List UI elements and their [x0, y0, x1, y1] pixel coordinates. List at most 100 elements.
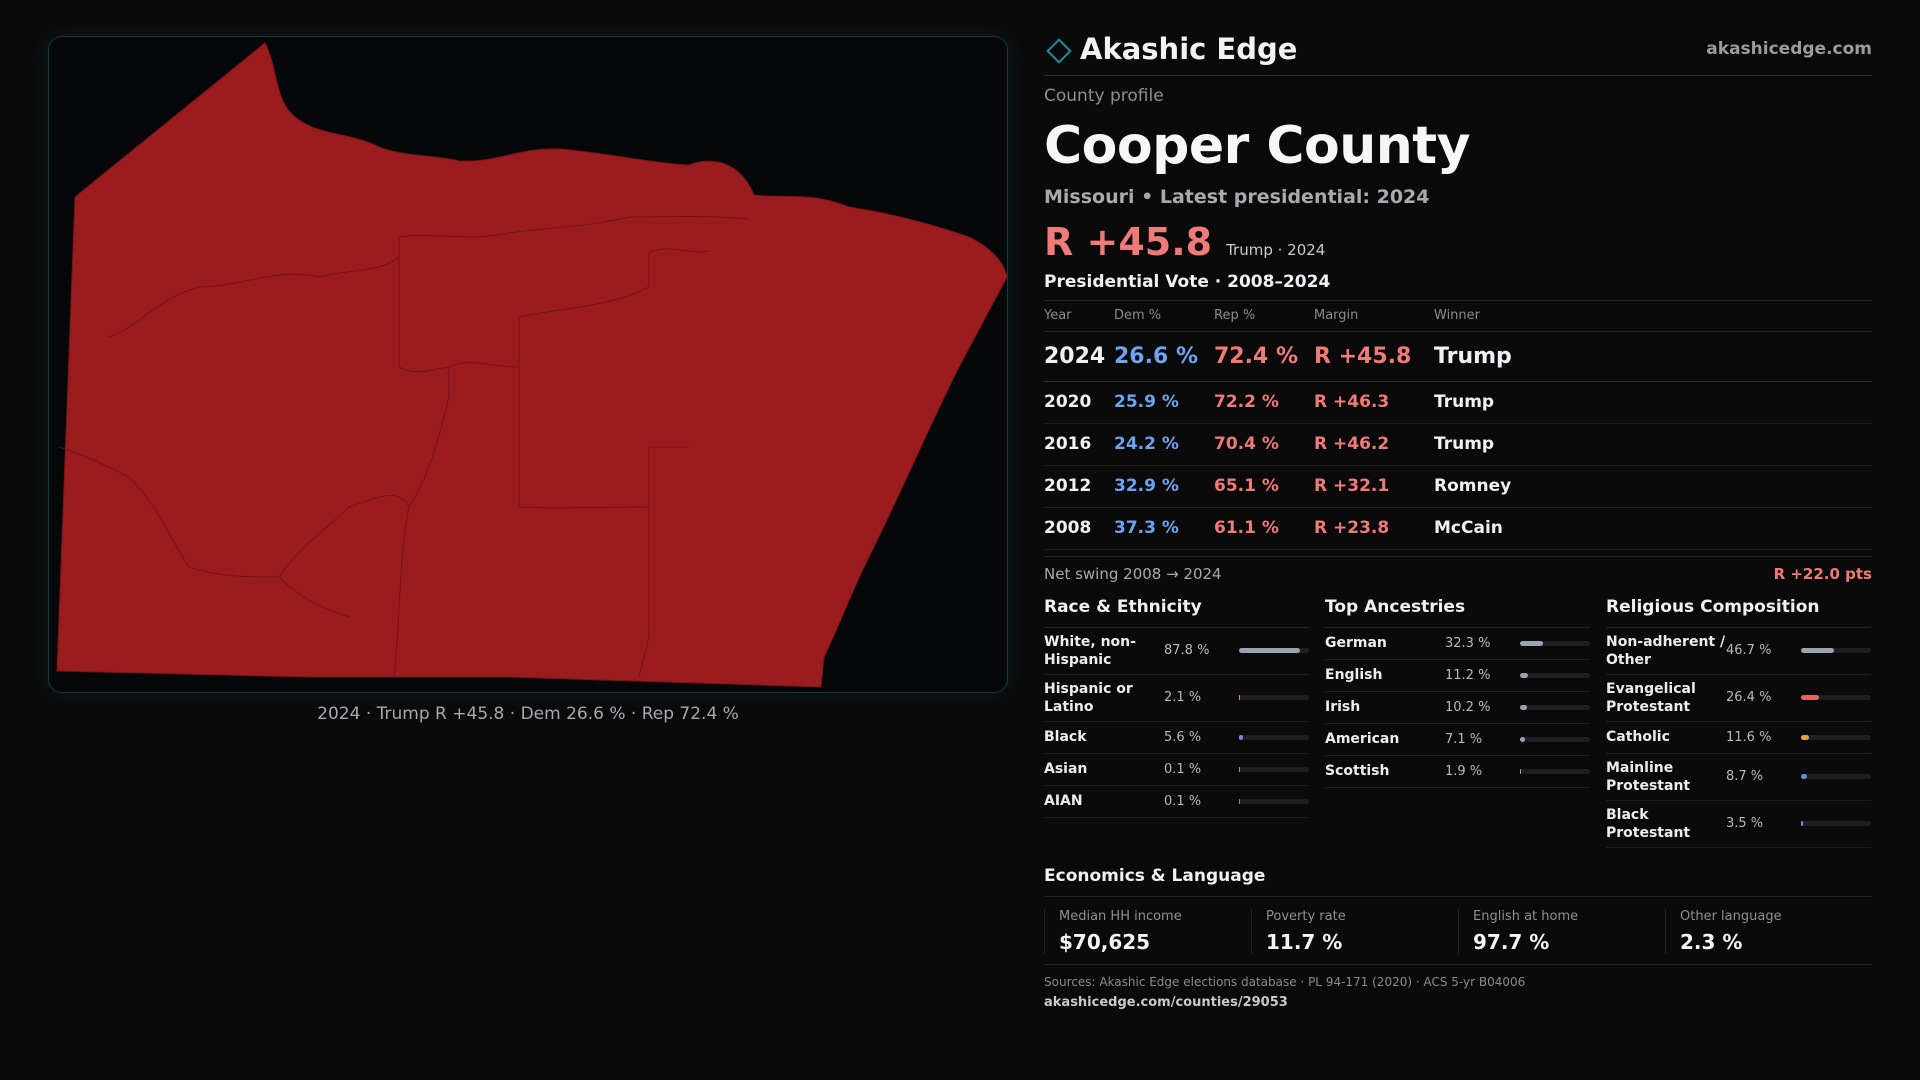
demo-label: Mainline Protestant [1606, 759, 1691, 794]
profile-subtitle: Missouri • Latest presidential: 2024 [1044, 186, 1430, 208]
list-item: Hispanic or Latino 2.1 % [1044, 675, 1309, 722]
cell-winner: Trump [1434, 381, 1872, 424]
demo-value: 46.7 % [1726, 643, 1772, 658]
county-map[interactable] [48, 36, 1008, 693]
demo-bar-fill [1801, 734, 1810, 740]
cell-year: 2016 [1044, 423, 1114, 466]
col-winner-header: Winner [1434, 301, 1872, 332]
demo-bar-fill [1239, 648, 1301, 653]
cell-year: 2024 [1044, 331, 1114, 382]
list-item: Black Protestant 3.5 % [1606, 801, 1871, 848]
demo-label: German [1325, 635, 1387, 651]
sources-note: Sources: Akashic Edge elections database… [1044, 974, 1526, 989]
demo-value: 10.2 % [1445, 699, 1491, 715]
demo-bar-track [1801, 774, 1871, 779]
presidential-vote-table: Year Dem % Rep % Margin Winner 2024 26.6… [1044, 301, 1872, 550]
county-shape[interactable] [56, 42, 1007, 688]
religion-section: Religious Composition Non-adherent / Oth… [1606, 597, 1871, 848]
list-item: Non-adherent / Other 46.7 % [1606, 628, 1871, 675]
list-item: Irish 10.2 % [1325, 692, 1590, 724]
demo-bar-fill [1520, 672, 1528, 678]
demo-value: 11.6 % [1726, 729, 1772, 745]
cell-margin: R +32.1 [1314, 465, 1434, 508]
cell-dem: 32.9 % [1114, 465, 1214, 508]
cell-year: 2012 [1044, 465, 1114, 508]
demo-value: 26.4 % [1726, 690, 1772, 705]
cell-winner: Trump [1434, 423, 1872, 466]
list-item: German 32.3 % [1325, 628, 1590, 660]
cell-winner: McCain [1434, 507, 1872, 550]
religion-section-title: Religious Composition [1606, 597, 1871, 628]
demo-bar-fill [1239, 734, 1243, 740]
list-item: AIAN 0.1 % [1044, 786, 1309, 818]
demo-bar-track [1239, 648, 1309, 653]
econ-value: 97.7 % [1473, 929, 1550, 954]
race-ethnicity-section: Race & Ethnicity White, non-Hispanic 87.8… [1044, 597, 1309, 848]
brand-header: Akashic Edge akashicedge.com [1044, 28, 1872, 76]
ancestry-section-title: Top Ancestries [1325, 597, 1590, 628]
demo-label: Catholic [1606, 729, 1670, 745]
cell-rep: 70.4 % [1214, 423, 1314, 466]
econ-value: $70,625 [1059, 929, 1151, 954]
cell-winner: Trump [1434, 331, 1872, 382]
cell-year: 2020 [1044, 381, 1114, 424]
demo-value: 1.9 % [1445, 763, 1483, 779]
econ-label: Poverty rate [1266, 908, 1346, 924]
demo-value: 0.1 % [1164, 793, 1202, 809]
demo-label: Black [1044, 729, 1087, 745]
table-row: 2008 37.3 % 61.1 % R +23.8 McCain [1044, 507, 1872, 550]
economics-grid: Median HH income $70,625 Poverty rate 11… [1044, 908, 1872, 965]
cell-rep: 72.4 % [1214, 331, 1314, 382]
cell-winner: Romney [1434, 465, 1872, 508]
cell-rep: 61.1 % [1214, 507, 1314, 550]
econ-cell-income: Median HH income $70,625 [1044, 908, 1251, 954]
demo-value: 2.1 % [1164, 690, 1202, 705]
econ-label: Other language [1680, 908, 1782, 924]
econ-cell-english: English at home 97.7 % [1458, 908, 1665, 954]
cell-dem: 25.9 % [1114, 381, 1214, 424]
demo-label: Evangelical Protestant [1606, 680, 1696, 715]
list-item: Mainline Protestant 8.7 % [1606, 754, 1871, 801]
table-row: 2020 25.9 % 72.2 % R +46.3 Trump [1044, 381, 1872, 424]
brand-url-link[interactable]: akashicedge.com [1706, 38, 1872, 59]
vote-section-title: Presidential Vote · 2008–2024 [1044, 272, 1872, 301]
cell-dem: 37.3 % [1114, 507, 1214, 550]
brand-name: Akashic Edge [1080, 31, 1298, 66]
swing-value: R +22.0 pts [1773, 564, 1872, 583]
demo-bar-track [1520, 704, 1590, 710]
cell-rep: 65.1 % [1214, 465, 1314, 508]
econ-value: 2.3 % [1680, 929, 1743, 954]
econ-label: English at home [1473, 908, 1579, 924]
demo-value: 3.5 % [1726, 816, 1764, 831]
demographics-grid: Race & Ethnicity White, non-Hispanic 87.8… [1044, 597, 1872, 848]
demo-label: Scottish [1325, 763, 1390, 779]
cell-dem: 26.6 % [1114, 331, 1214, 382]
econ-cell-poverty: Poverty rate 11.7 % [1251, 908, 1458, 954]
county-profile-panel: Akashic Edge akashicedge.com County prof… [1044, 28, 1872, 1010]
demo-value: 7.1 % [1445, 731, 1483, 747]
swing-label: Net swing 2008 → 2024 [1044, 564, 1222, 583]
demo-bar-fill [1520, 704, 1528, 710]
demo-label: English [1325, 667, 1383, 683]
demo-bar-fill [1801, 695, 1820, 700]
demo-bar-track [1801, 734, 1871, 740]
econ-cell-other-language: Other language 2.3 % [1665, 908, 1872, 954]
demo-value: 0.1 % [1164, 761, 1202, 777]
table-header-row: Year Dem % Rep % Margin Winner [1044, 301, 1872, 332]
demo-bar-track [1801, 648, 1871, 653]
page-title: Cooper County [1044, 116, 1471, 176]
demo-bar-fill [1520, 640, 1543, 646]
county-permalink[interactable]: akashicedge.com/counties/29053 [1044, 994, 1288, 1010]
col-rep-header: Rep % [1214, 301, 1314, 332]
demo-bar-fill [1520, 768, 1522, 774]
demo-value: 11.2 % [1445, 667, 1491, 683]
diamond-logo-icon [1046, 37, 1072, 64]
list-item: Black 5.6 % [1044, 722, 1309, 754]
demo-label: Non-adherent / Other [1606, 633, 1726, 668]
list-item: American 7.1 % [1325, 724, 1590, 756]
demo-bar-track [1520, 640, 1590, 646]
cell-margin: R +23.8 [1314, 507, 1434, 550]
brand[interactable]: Akashic Edge [1044, 32, 1297, 66]
econ-value: 11.7 % [1266, 929, 1343, 954]
headline-margin: R +45.8 [1044, 220, 1213, 264]
